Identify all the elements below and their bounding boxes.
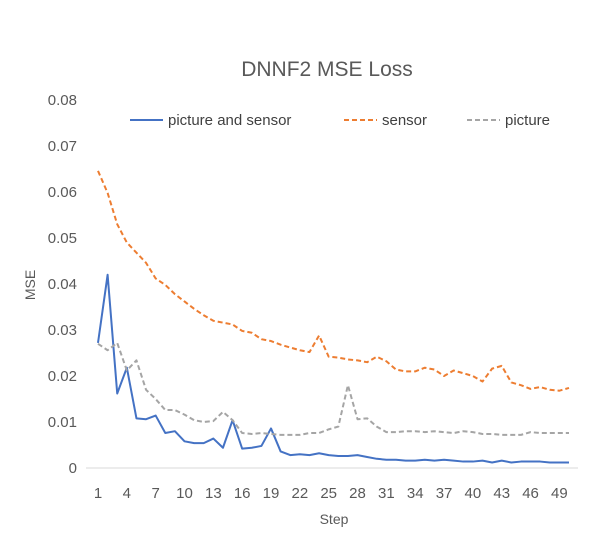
y-axis-ticks: 0 0.01 0.02 0.03 0.04 0.05 0.06 0.07 0.08 [48,92,77,477]
x-tick-label: 34 [407,485,424,502]
legend-label: picture [505,112,550,129]
x-tick-label: 40 [465,485,482,502]
x-tick-label: 19 [263,485,280,502]
y-tick-label: 0.05 [48,230,77,247]
y-tick-label: 0.04 [48,276,77,293]
chart-title: DNNF2 MSE Loss [241,58,413,81]
y-tick-label: 0 [69,460,77,477]
x-tick-label: 46 [522,485,539,502]
x-tick-label: 16 [234,485,251,502]
legend: picture and sensor sensor picture [130,112,550,129]
y-tick-label: 0.07 [48,138,77,155]
x-axis-ticks: 1 4 7 10 13 16 19 22 25 28 31 34 37 40 43 46 49 [94,485,568,502]
y-tick-label: 0.08 [48,92,77,109]
y-axis-label: MSE [22,270,38,300]
x-tick-label: 31 [378,485,395,502]
y-tick-label: 0.02 [48,368,77,385]
legend-label: sensor [382,112,427,129]
x-tick-label: 10 [176,485,193,502]
x-tick-label: 7 [152,485,160,502]
x-tick-label: 22 [292,485,309,502]
x-tick-label: 13 [205,485,222,502]
y-tick-label: 0.03 [48,322,77,339]
x-tick-label: 4 [123,485,131,502]
series-layer [97,170,570,464]
y-tick-label: 0.06 [48,184,77,201]
legend-label: picture and sensor [168,112,291,129]
x-tick-label: 1 [94,485,102,502]
x-tick-label: 49 [551,485,568,502]
x-tick-label: 25 [320,485,337,502]
series-line-picture-and-sensor [97,273,569,464]
x-tick-label: 43 [493,485,510,502]
series-line-picture [97,341,569,436]
x-tick-label: 28 [349,485,366,502]
x-tick-label: 37 [436,485,453,502]
x-axis-label: Step [320,511,349,527]
y-tick-label: 0.01 [48,414,77,431]
series-line-sensor [97,170,570,392]
